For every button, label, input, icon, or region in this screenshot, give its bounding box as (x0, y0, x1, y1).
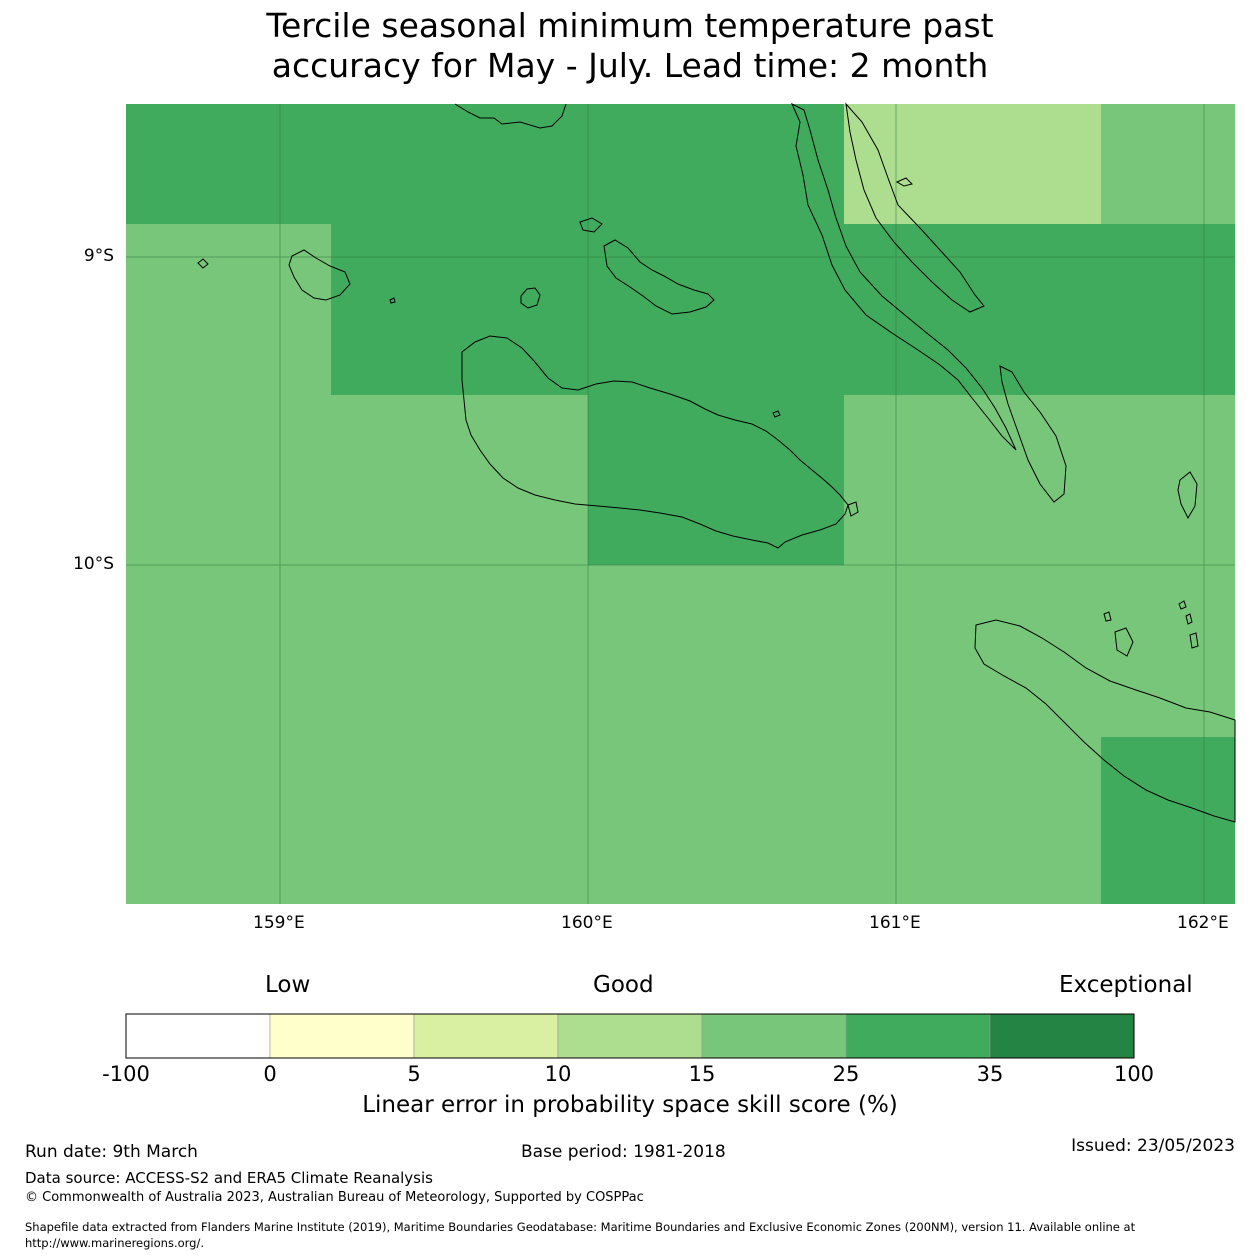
colorbar-category-good: Good (593, 972, 654, 998)
islet-9 (389, 297, 396, 304)
colorbar-tick: 0 (263, 1062, 277, 1086)
colorbar-tick: 15 (688, 1062, 716, 1086)
colorbar-segment (701, 1013, 847, 1059)
shapefile-credit: Shapefile data extracted from Flanders M… (25, 1220, 1136, 1234)
copyright-notice: © Commonwealth of Australia 2023, Austra… (25, 1190, 644, 1205)
islet-1 (197, 258, 209, 269)
lon-label-159e: 159°E (253, 913, 305, 933)
graticule (126, 104, 1235, 904)
coastlines (197, 102, 1236, 823)
florida-islands-coast (603, 239, 715, 315)
colorbar-segment (845, 1013, 991, 1059)
islet-6 (1185, 613, 1193, 625)
grid-cell (1101, 104, 1235, 224)
colorbar-label: Linear error in probability space skill … (362, 1092, 898, 1118)
colorbar-tick: -100 (102, 1062, 150, 1086)
grid-cell (126, 104, 844, 224)
malaita-north-coast (845, 102, 985, 313)
issued-date: Issued: 23/05/2023 (1071, 1136, 1235, 1156)
colorbar-tick: 35 (976, 1062, 1004, 1086)
lon-label-161e: 161°E (869, 913, 921, 933)
map-title-line-1: Tercile seasonal minimum temperature pas… (266, 6, 994, 45)
islet-7 (1189, 632, 1199, 649)
lat-label-10s: 10°S (73, 554, 114, 574)
islet-8 (895, 177, 913, 187)
skill-grid (126, 104, 1235, 904)
colorbar-category-low: Low (265, 972, 311, 998)
grid-cell (126, 737, 1101, 904)
grid-cell (1101, 737, 1235, 904)
grid-cell (588, 395, 844, 565)
colorbar-segment (269, 1013, 415, 1059)
colorbar-segment (125, 1013, 271, 1059)
malaita-coast (790, 102, 1017, 451)
grid-cell (126, 395, 588, 565)
colorbar-segment (989, 1013, 1135, 1059)
ulawa-island-coast (1177, 471, 1198, 520)
skill-score-map (126, 102, 1236, 904)
grid-cell (331, 224, 1235, 395)
run-date: Run date: 9th March (25, 1142, 198, 1162)
islet-4 (1103, 611, 1112, 622)
colorbar-segment (413, 1013, 559, 1059)
colorbar-tick: 100 (1113, 1062, 1155, 1086)
colorbar (125, 1013, 1135, 1059)
map-title-line-2: accuracy for May - July. Lead time: 2 mo… (271, 46, 989, 85)
colorbar-tick: 10 (544, 1062, 572, 1086)
islet-10 (847, 501, 859, 517)
lon-label-162e: 162°E (1177, 913, 1229, 933)
grid-cell (844, 104, 1101, 224)
colorbar-tick: 25 (832, 1062, 860, 1086)
map-title: Tercile seasonal minimum temperature pas… (0, 6, 1260, 86)
colorbar-tick: 5 (407, 1062, 421, 1086)
lon-label-160e: 160°E (561, 913, 613, 933)
shapefile-url: http://www.marineregions.org/. (25, 1236, 204, 1250)
russell-islands-coast (288, 249, 351, 301)
makira-coast (974, 619, 1236, 823)
savo-island-coast (520, 287, 541, 309)
nggela-north-coast (454, 103, 567, 129)
small-malaita-coast (999, 365, 1067, 503)
base-period: Base period: 1981-2018 (521, 1142, 726, 1162)
grid-cell (126, 224, 331, 395)
lat-label-9s: 9°S (83, 246, 114, 266)
colorbar-segment (557, 1013, 703, 1059)
islet-3 (772, 410, 781, 418)
colorbar-category-exceptional: Exceptional (1059, 972, 1193, 998)
islet-5 (1178, 600, 1187, 610)
uki-island-coast (1114, 627, 1134, 657)
guadalcanal-coast (461, 335, 849, 549)
islet-2 (579, 217, 603, 233)
data-source: Data source: ACCESS-S2 and ERA5 Climate … (25, 1169, 433, 1187)
grid-cell (844, 395, 1235, 565)
